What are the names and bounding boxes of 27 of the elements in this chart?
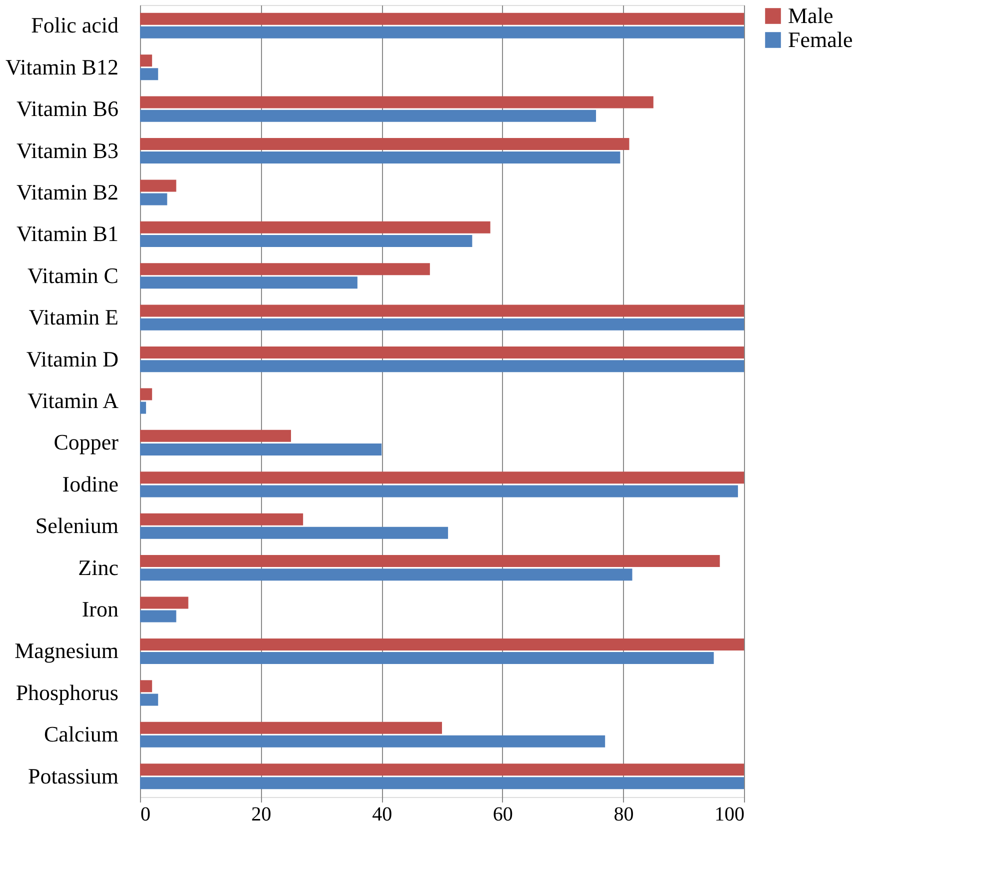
y-tick-label: Phosphorus — [16, 680, 118, 705]
x-tick-label: 80 — [614, 804, 634, 826]
y-tick-label: Vitamin B12 — [6, 54, 118, 80]
y-tick-label: Iodine — [62, 471, 118, 496]
x-tick-label: 100 — [714, 804, 744, 826]
y-tick-label: Folic acid — [31, 12, 118, 38]
legend-label: Male — [788, 3, 834, 28]
y-tick-label: Vitamin D — [26, 346, 118, 372]
y-tick-label: Iron — [82, 596, 118, 622]
y-tick-label: Potassium — [28, 763, 118, 788]
x-tick-label: 20 — [251, 804, 272, 826]
y-tick-label: Zinc — [78, 554, 119, 580]
y-tick-label: Vitamin B2 — [16, 179, 118, 204]
y-tick-label: Vitamin B1 — [16, 221, 118, 246]
x-tick-label: 0 — [140, 804, 150, 826]
y-tick-label: Vitamin B6 — [16, 96, 118, 122]
y-tick-label: Vitamin C — [28, 262, 118, 288]
y-tick-label: Copper — [54, 430, 120, 455]
y-tick-label: Vitamin B3 — [16, 138, 118, 163]
x-tick-label: 60 — [492, 804, 513, 826]
y-tick-label: Vitamin E — [28, 304, 118, 330]
y-tick-label: Vitamin A — [28, 388, 119, 413]
y-tick-label: Selenium — [35, 513, 118, 538]
y-tick-label: Magnesium — [14, 638, 118, 664]
y-tick-label: Calcium — [44, 722, 118, 747]
x-tick-label: 40 — [372, 804, 392, 826]
legend-label: Female — [788, 27, 853, 52]
